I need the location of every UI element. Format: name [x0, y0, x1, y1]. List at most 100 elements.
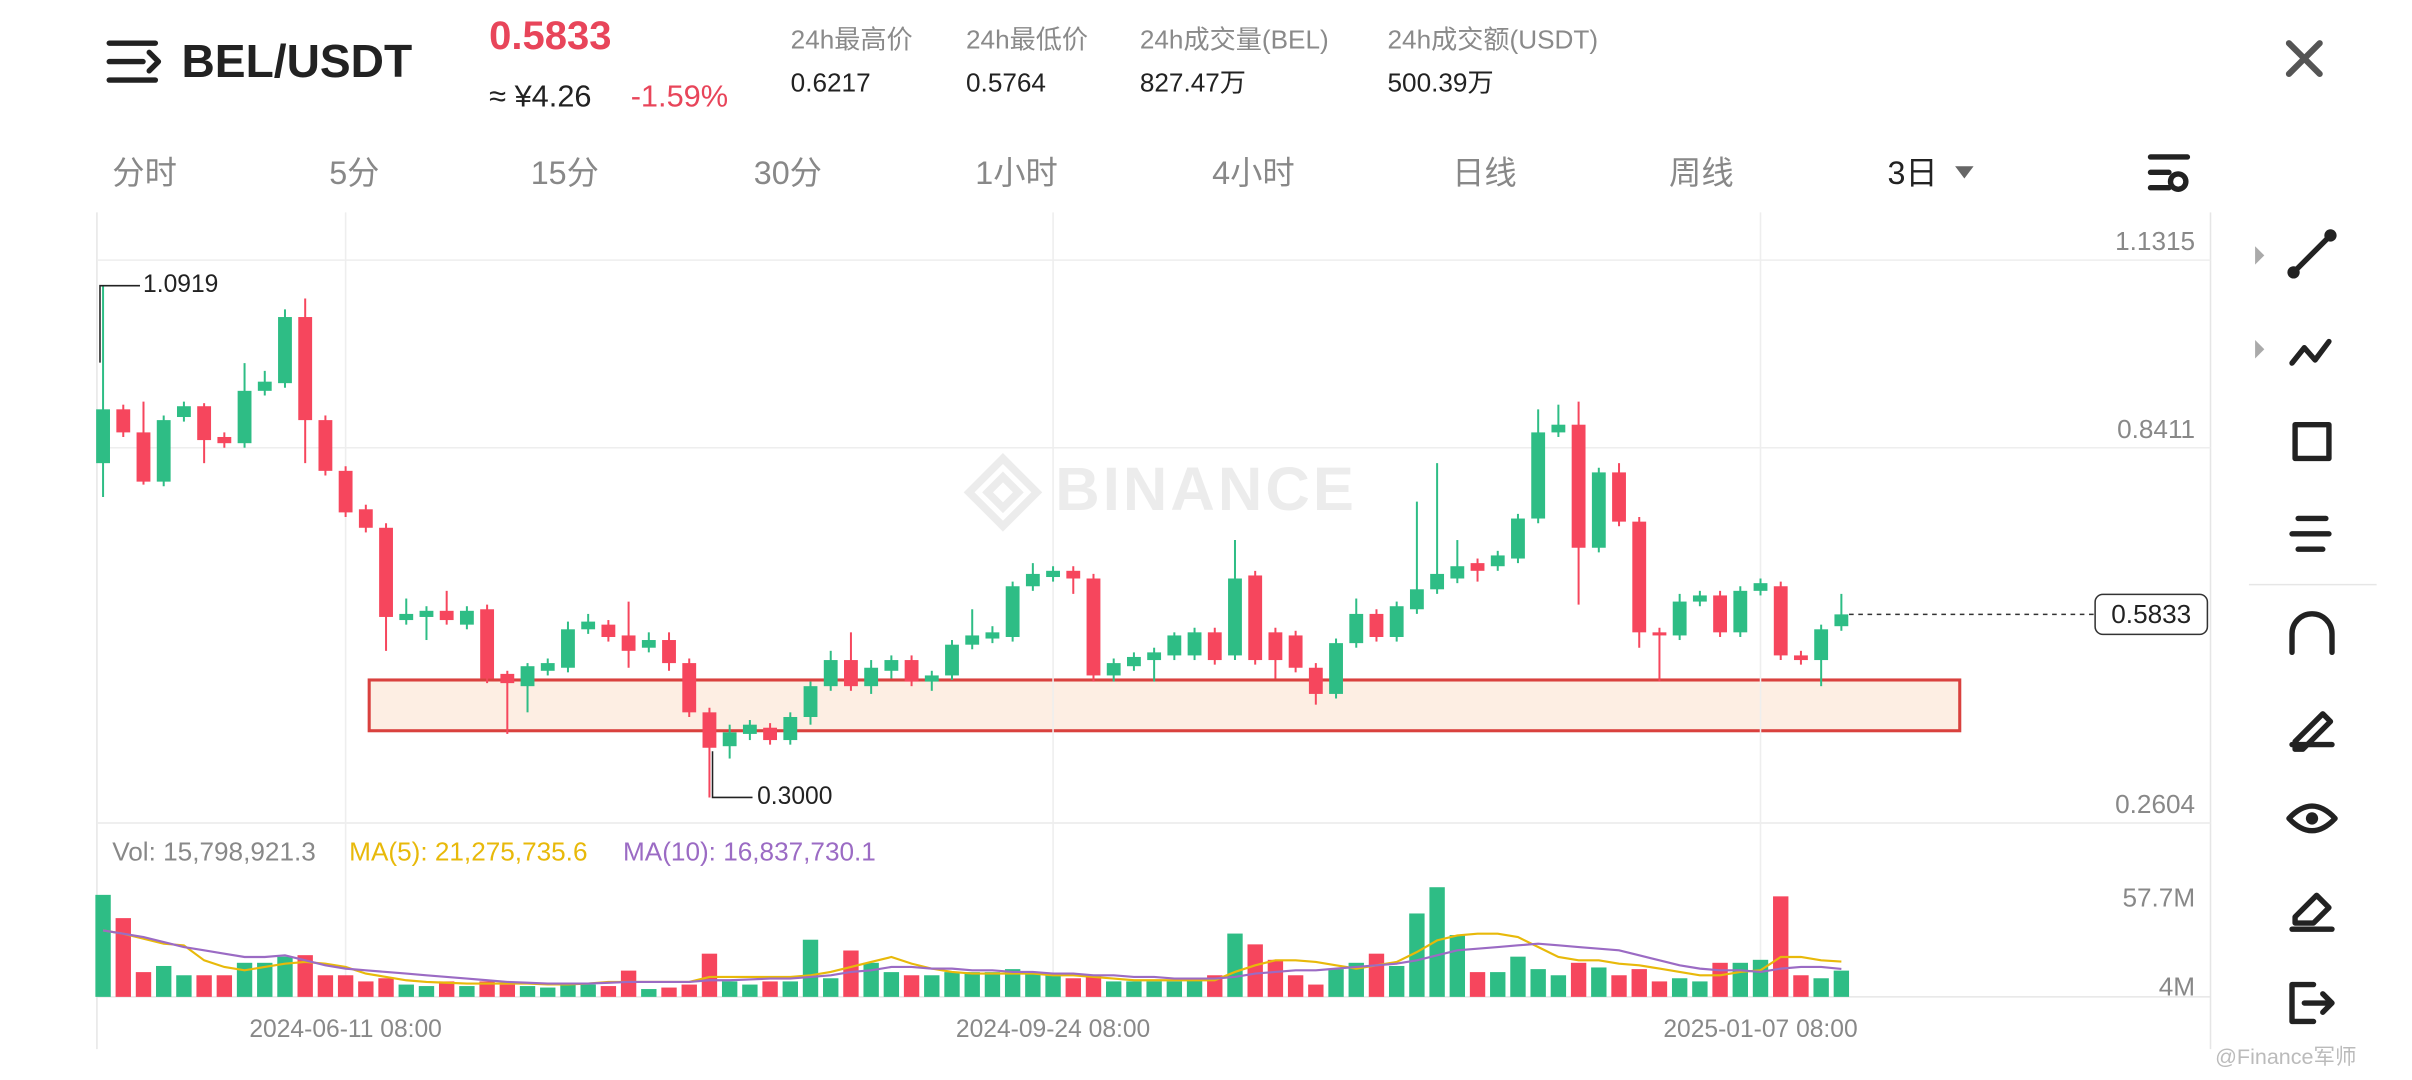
- tool-glyph: [2290, 232, 2334, 276]
- tab[interactable]: 4小时: [1212, 155, 1295, 191]
- tab-active[interactable]: 3日: [1887, 155, 1937, 191]
- candle-body: [217, 436, 232, 444]
- volume-bar: [1348, 962, 1364, 997]
- candle-body: [1713, 595, 1728, 633]
- candle-body: [783, 716, 798, 741]
- candle-body: [985, 632, 1000, 639]
- candle-body: [1531, 432, 1546, 519]
- volume-bar: [1813, 978, 1829, 997]
- tab[interactable]: 30分: [754, 155, 822, 191]
- tool-line[interactable]: [2287, 229, 2337, 279]
- candle-body: [318, 420, 333, 471]
- candle-body: [965, 635, 980, 645]
- volume-bar: [317, 975, 334, 997]
- dropdown-arrow[interactable]: [1955, 166, 1974, 179]
- stat-label: 24h最高价: [791, 25, 913, 55]
- tool-fib[interactable]: [2289, 515, 2332, 552]
- candle-body: [1369, 613, 1384, 637]
- pair[interactable]: BEL/USDT: [182, 35, 413, 87]
- volume-bar: [1732, 962, 1748, 997]
- volume-bar: [1712, 962, 1728, 997]
- tab[interactable]: 15分: [531, 155, 599, 191]
- volume-bar: [1267, 959, 1284, 997]
- volume-bar: [580, 984, 596, 997]
- support-zone: [367, 678, 1962, 733]
- candle-body: [1106, 663, 1121, 676]
- volume-bar: [883, 972, 900, 997]
- candle-body: [945, 644, 959, 676]
- candle-body: [884, 660, 899, 671]
- volume-bar: [196, 975, 212, 997]
- candle-body: [1430, 573, 1445, 590]
- candle-body: [1632, 521, 1647, 633]
- candle-body: [823, 660, 838, 687]
- close-button[interactable]: [2285, 40, 2323, 77]
- volume-bar: [1550, 975, 1567, 997]
- chart-settings[interactable]: [2147, 154, 2191, 192]
- candle-body: [763, 727, 778, 741]
- tool-exit[interactable]: [2289, 981, 2335, 1025]
- tool-glyph: [2289, 515, 2332, 552]
- candle-body: [1753, 583, 1768, 591]
- volume-bar: [358, 981, 374, 997]
- candle-body: [1652, 632, 1667, 636]
- candle-body: [1591, 472, 1606, 548]
- candle-body: [96, 409, 110, 464]
- toolbar: [2248, 229, 2377, 1025]
- tool-magnet[interactable]: [2289, 611, 2335, 655]
- candle-body: [338, 470, 353, 513]
- volume-bar: [1025, 972, 1041, 997]
- volume-bar: [1045, 975, 1061, 997]
- volume-bar: [135, 972, 152, 997]
- volume-bar: [1085, 975, 1102, 997]
- candle-body: [1248, 575, 1263, 661]
- tool-shape[interactable]: [2292, 421, 2332, 462]
- volume-bar: [600, 986, 617, 997]
- tool-eraser[interactable]: [2289, 892, 2335, 932]
- tab[interactable]: 日线: [1452, 155, 1517, 191]
- volume-bar: [964, 972, 980, 997]
- volume-bar: [1126, 981, 1142, 997]
- stat-label: 24h成交额(USDT): [1388, 25, 1599, 55]
- candle-body: [581, 621, 596, 630]
- stat-value: 500.39万: [1388, 68, 1494, 98]
- volume-bar: [1429, 887, 1445, 997]
- candle-body: [480, 609, 495, 679]
- expand-arrow[interactable]: [2255, 246, 2265, 359]
- volume-bar: [236, 962, 253, 997]
- ma-line: [102, 929, 1842, 985]
- volume-bar: [903, 975, 920, 997]
- volume-bar: [277, 956, 293, 997]
- tab[interactable]: 分时: [112, 155, 177, 191]
- candle-body: [742, 724, 757, 734]
- volume-bar: [1591, 967, 1607, 997]
- watermark-logo: [963, 453, 1043, 532]
- candle-body: [520, 666, 535, 687]
- low-marker: [711, 751, 753, 799]
- candle-body: [844, 660, 858, 687]
- menu-icon[interactable]: [106, 40, 162, 83]
- watermark: BINANCE: [963, 453, 1354, 532]
- candle-body: [379, 527, 393, 617]
- candle-body: [924, 675, 939, 682]
- candle-body: [278, 317, 292, 384]
- candle-body: [1025, 573, 1040, 587]
- volume-bar: [95, 894, 111, 997]
- tab[interactable]: 周线: [1669, 155, 1734, 191]
- candle-body: [439, 610, 454, 621]
- tab[interactable]: 5分: [329, 155, 379, 191]
- settings-glyph: [2167, 171, 2189, 192]
- tool-glyph: [2287, 266, 2300, 279]
- tool-wave[interactable]: [2289, 338, 2332, 366]
- tool-glyph: [2305, 812, 2319, 825]
- tab[interactable]: 1小时: [975, 155, 1058, 191]
- candle-body: [1389, 606, 1404, 637]
- volume-bar: [1752, 959, 1769, 997]
- tool-eye[interactable]: [2286, 803, 2338, 834]
- tool-pen[interactable]: [2289, 711, 2335, 752]
- candle-body: [459, 610, 474, 625]
- tool-glyph: [2289, 711, 2335, 752]
- cny-price: ≈ ¥4.26: [489, 79, 591, 114]
- stat-value: 827.47万: [1140, 68, 1246, 98]
